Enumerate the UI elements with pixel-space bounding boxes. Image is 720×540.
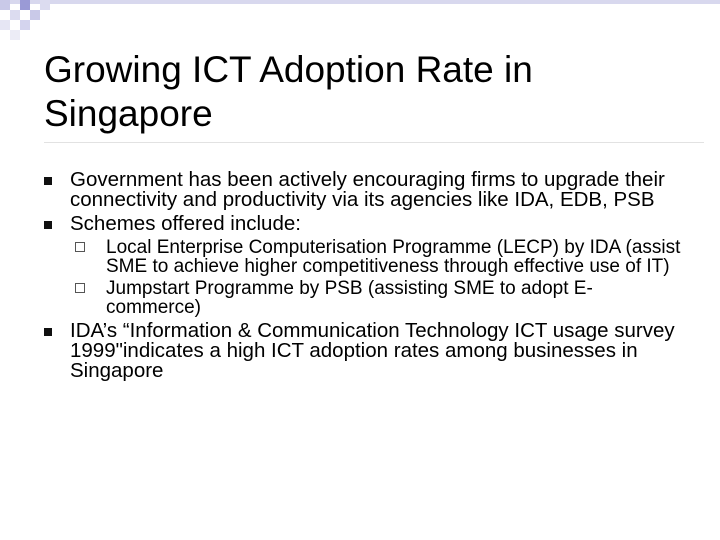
sub-bullet-item: Local Enterprise Computerisation Program… (73, 238, 684, 276)
bullet-item: Government has been actively encouraging… (44, 168, 684, 211)
checker-decoration (0, 0, 50, 40)
title-divider (44, 142, 704, 143)
bullet-item: Schemes offered include: (44, 212, 684, 235)
top-accent-line (0, 0, 720, 4)
bullet-text: Schemes offered include: (70, 212, 301, 235)
square-bullet-icon (44, 221, 52, 229)
bullet-text: IDA’s “Information & Communication Techn… (70, 319, 675, 382)
bullet-text: Government has been actively encouraging… (70, 168, 665, 211)
sub-bullet-text: Jumpstart Programme by PSB (assisting SM… (106, 278, 593, 318)
bullet-item: IDA’s “Information & Communication Techn… (44, 319, 684, 382)
hollow-square-bullet-icon (75, 283, 85, 293)
hollow-square-bullet-icon (75, 242, 85, 252)
sub-bullet-list: Local Enterprise Computerisation Program… (44, 238, 684, 317)
sub-bullet-item: Jumpstart Programme by PSB (assisting SM… (73, 279, 684, 317)
square-bullet-icon (44, 177, 52, 185)
slide-content: Government has been actively encouraging… (44, 168, 684, 385)
sub-bullet-text: Local Enterprise Computerisation Program… (106, 237, 681, 277)
slide-title: Growing ICT Adoption Rate in Singapore (44, 49, 533, 134)
square-bullet-icon (44, 328, 52, 336)
